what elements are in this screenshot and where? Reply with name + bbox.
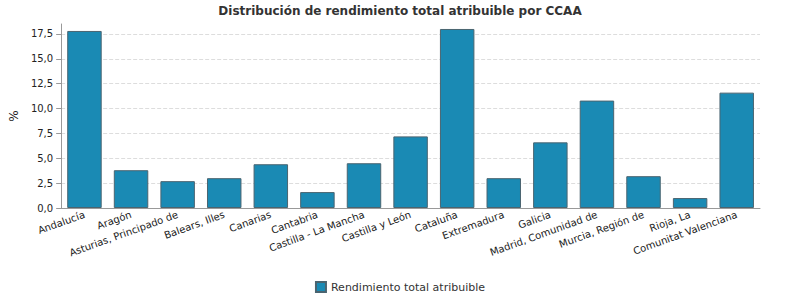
svg-text:Balears, Illes: Balears, Illes [163,209,227,241]
svg-text:7,5: 7,5 [37,128,53,139]
svg-text:Distribución de rendimiento to: Distribución de rendimiento total atribu… [218,4,582,18]
svg-text:Asturias, Principado de: Asturias, Principado de [67,208,180,259]
svg-text:Comunitat Valenciana: Comunitat Valenciana [632,209,739,257]
svg-text:Galicia: Galicia [516,208,553,231]
svg-text:2,5: 2,5 [37,178,53,189]
svg-text:%: % [7,110,21,121]
svg-text:Castilla - La Mancha: Castilla - La Mancha [267,208,366,254]
svg-text:17,5: 17,5 [31,28,53,39]
svg-text:Madrid, Comunidad de: Madrid, Comunidad de [488,208,599,258]
svg-text:Cantabria: Cantabria [269,208,320,236]
svg-text:Aragón: Aragón [95,208,133,232]
svg-text:Castilla y León: Castilla y León [340,209,412,244]
svg-text:Cataluña: Cataluña [413,208,460,235]
svg-text:Murcia, Región de: Murcia, Región de [558,209,646,250]
svg-text:5,0: 5,0 [37,153,53,164]
svg-text:Rendimiento total atribuible: Rendimiento total atribuible [331,281,485,294]
svg-text:10,0: 10,0 [31,103,53,114]
svg-text:0,0: 0,0 [37,203,53,214]
svg-text:15,0: 15,0 [31,53,53,64]
svg-text:Canarias: Canarias [228,209,273,234]
svg-text:Rioja, La: Rioja, La [648,208,692,234]
svg-text:12,5: 12,5 [31,78,53,89]
svg-text:Extremadura: Extremadura [441,209,506,242]
svg-text:Andalucía: Andalucía [36,209,86,236]
